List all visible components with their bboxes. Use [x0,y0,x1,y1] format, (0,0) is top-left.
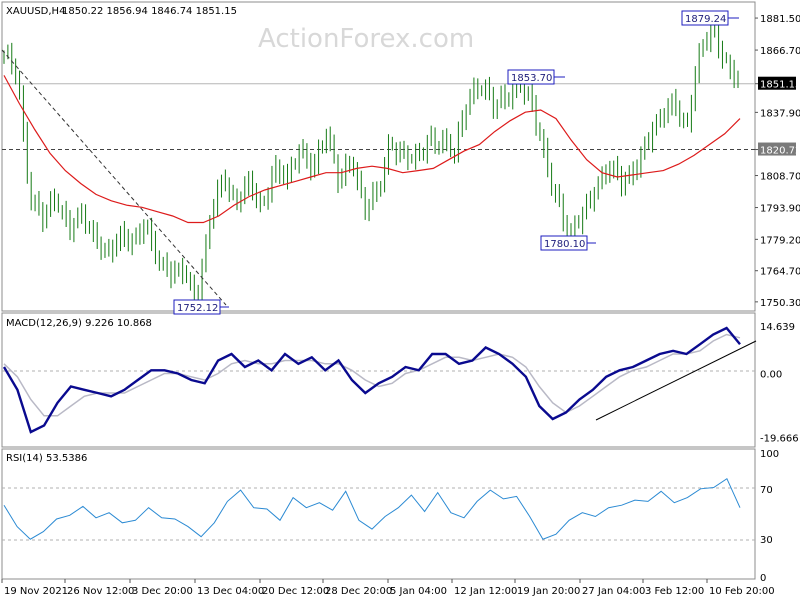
price-tick-label: 1793.90 [760,204,800,215]
macd-tick-label: 14.639 [760,322,795,333]
macd-axis: 14.639 0.00 -19.666 [760,322,799,444]
time-tick-label: 19 Jan 20:00 [517,586,580,597]
annotation-jan-low-label: 1780.10 [544,239,585,250]
annotation-high: 1879.24 [681,10,739,26]
price-tick-label: 1881.50 [760,14,800,25]
price-tick-label: 1851.15 [760,80,800,91]
price-axis: 1881.50 1866.70 1851.15 1837.90 1820.72 1808.… [755,14,800,309]
annotation-high-label: 1879.24 [685,14,726,25]
macd-main-line [2,326,741,434]
time-tick-label: 3 Dec 20:00 [132,586,193,597]
time-tick-label: 3 Feb 12:00 [645,586,704,597]
macd-signal-line [3,333,741,417]
time-tick-label: 28 Dec 20:00 [325,586,392,597]
price-tick-label: 1837.90 [760,108,800,119]
price-tick-label: 1866.70 [760,46,800,57]
rsi-tick-label: 30 [760,535,773,546]
watermark: ActionForex.com [258,24,474,54]
price-tick-label: 1750.30 [760,298,800,309]
time-tick-label: 12 Jan 12:00 [454,586,517,597]
annotation-dec-low-label: 1752.12 [177,303,218,314]
price-ohlc-header: 1850.22 1856.94 1846.74 1851.15 [62,6,237,17]
price-tick-label: 1808.70 [760,172,800,183]
moving-average-line [3,75,741,224]
time-tick-label: 10 Feb 20:00 [709,586,775,597]
current-price-tag [758,76,796,90]
support-price-tag [758,142,796,156]
annotation-dec-low: 1752.12 [173,299,229,315]
annotation-jan-low: 1780.10 [540,235,596,251]
main-panel [1,1,756,312]
macd-tick-label: 0.00 [760,370,782,381]
time-tick-label: 13 Dec 04:00 [197,586,264,597]
rsi-panel [1,448,756,580]
rsi-tick-label: 0 [760,573,766,584]
price-panel-title: XAUUSD,H4 [6,6,65,17]
time-tick-label: 19 Nov 2021 [4,586,68,597]
annotation-jan-high: 1853.70 [507,69,565,85]
time-tick-label: 5 Jan 04:00 [390,586,447,597]
annotation-jan-high-label: 1853.70 [511,73,552,84]
rsi-line [3,477,741,540]
price-tick-label: 1764.70 [760,267,800,278]
macd-title: MACD(12,26,9) 9.226 10.868 [6,318,152,329]
rsi-axis: 100 70 30 0 [760,449,779,584]
time-tick-label: 20 Dec 12:00 [262,586,329,597]
macd-tick-label: -19.666 [760,433,799,444]
macd-trendline [595,340,757,421]
rsi-tick-label: 100 [760,449,779,460]
downtrend-line [1,49,227,306]
price-bars [3,17,739,310]
rsi-tick-label: 70 [760,485,773,496]
time-tick-label: 26 Nov 12:00 [67,586,134,597]
macd-panel [1,312,756,448]
rsi-title: RSI(14) 53.5386 [6,453,87,464]
price-tick-label: 1820.72 [760,146,800,157]
time-tick-label: 27 Jan 04:00 [582,586,645,597]
price-tick-label: 1779.20 [760,235,800,246]
